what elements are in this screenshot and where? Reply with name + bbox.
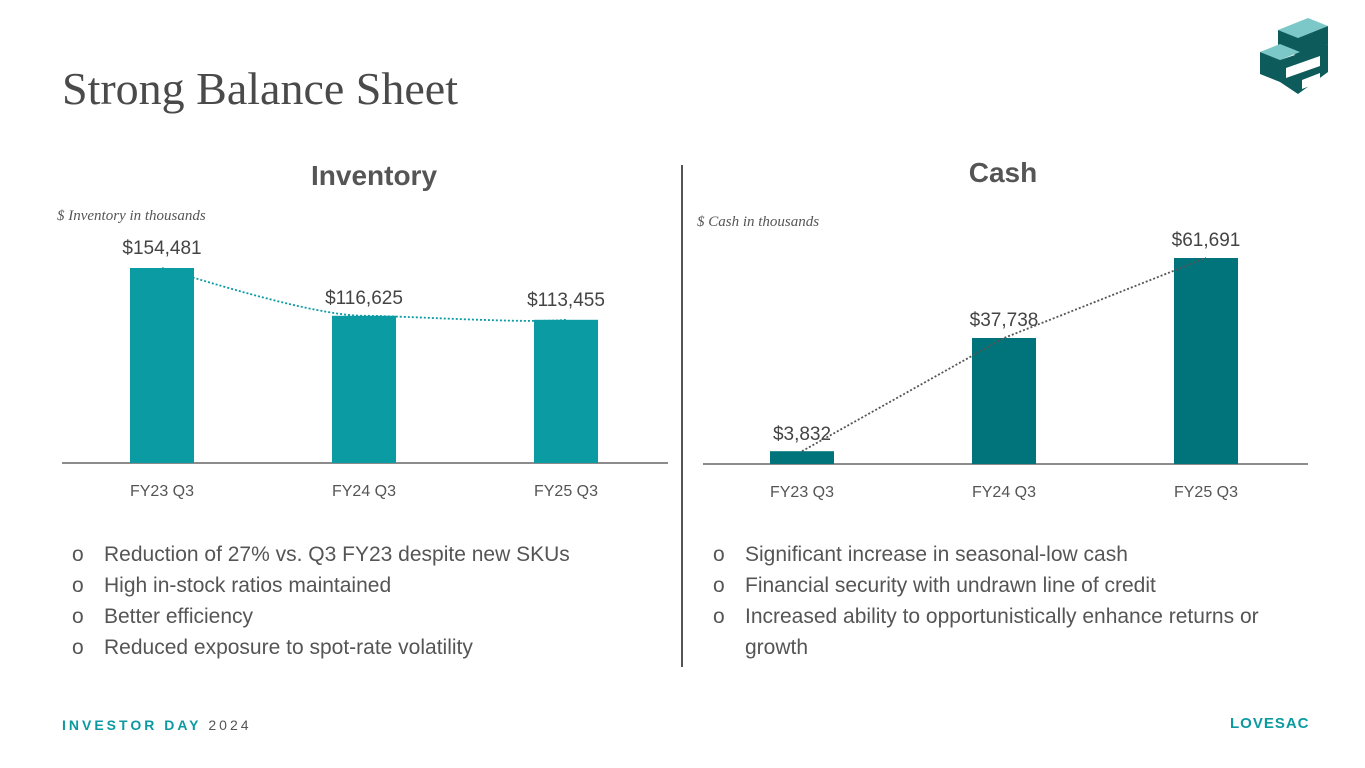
cash-chart-title: Cash — [968, 157, 1038, 188]
data-label: $37,738 — [970, 310, 1039, 331]
data-label: $3,832 — [773, 424, 831, 445]
x-tick-label: FY25 Q3 — [534, 483, 598, 500]
bar — [534, 319, 598, 463]
x-tick-label: FY24 Q3 — [972, 484, 1036, 501]
data-label: $61,691 — [1172, 230, 1241, 251]
cash-bullets: Significant increase in seasonal-low cas… — [703, 539, 1283, 663]
bullet-item: Better efficiency — [62, 601, 570, 632]
x-tick-label: FY25 Q3 — [1174, 484, 1238, 501]
brand-wordmark: LOVESAC — [1230, 715, 1310, 732]
cash-chart: $3,832 FY23 Q3 $37,738 FY24 Q3 $61,691 FY25 Q… — [703, 230, 1308, 501]
trendline — [161, 267, 567, 322]
bullet-item: Financial security with undrawn line of … — [703, 570, 1283, 601]
footer-event: INVESTOR DAY — [62, 717, 202, 733]
bullet-item: High in-stock ratios maintained — [62, 570, 570, 601]
trendline — [801, 257, 1207, 452]
divider — [681, 165, 683, 667]
inventory-chart: $154,481 FY23 Q3 $116,625 FY24 Q3 $113,455 FY… — [62, 238, 668, 500]
inventory-bullets: Reduction of 27% vs. Q3 FY23 despite new… — [62, 539, 570, 663]
bar — [332, 315, 396, 463]
x-tick-label: FY24 Q3 — [332, 483, 396, 500]
inventory-chart-title: Inventory — [310, 160, 438, 191]
bullet-item: Increased ability to opportunistically e… — [703, 601, 1283, 663]
x-tick-label: FY23 Q3 — [770, 484, 834, 501]
bar — [972, 337, 1036, 464]
bar — [130, 268, 194, 463]
page-title: Strong Balance Sheet — [62, 63, 459, 114]
bullet-item: Reduction of 27% vs. Q3 FY23 despite new… — [62, 539, 570, 570]
bar — [770, 451, 834, 464]
brand-logo-icon — [1260, 18, 1328, 94]
data-label: $113,455 — [527, 290, 605, 311]
data-label: $154,481 — [122, 238, 201, 259]
bullet-item: Reduced exposure to spot-rate volatility — [62, 632, 570, 663]
inventory-unit-label: $ Inventory in thousands — [57, 208, 206, 224]
footer: INVESTOR DAY 2024 — [62, 717, 252, 733]
cash-unit-label: $ Cash in thousands — [697, 214, 820, 230]
footer-year: 2024 — [208, 717, 252, 733]
x-tick-label: FY23 Q3 — [130, 483, 194, 500]
bullet-item: Significant increase in seasonal-low cas… — [703, 539, 1283, 570]
bar — [1174, 258, 1238, 464]
data-label: $116,625 — [325, 288, 403, 309]
